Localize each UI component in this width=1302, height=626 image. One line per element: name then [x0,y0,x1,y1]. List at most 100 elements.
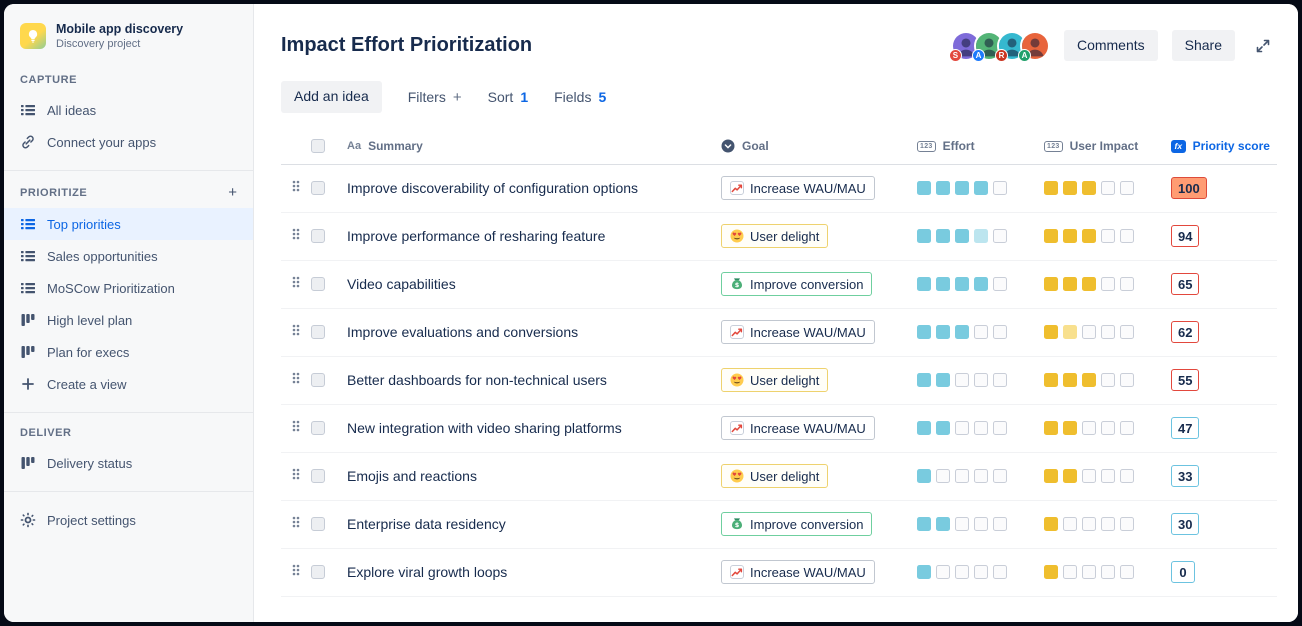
table-row[interactable]: Improve discoverability of configuration… [281,165,1277,213]
effort-rating[interactable] [917,181,1007,196]
table-row[interactable]: Improve performance of resharing feature… [281,213,1277,261]
comments-button[interactable]: Comments [1063,30,1158,62]
drag-handle-icon[interactable] [291,322,301,343]
table-row[interactable]: Video capabilities $ Improve conversion 65 [281,261,1277,309]
priority-score[interactable]: 33 [1171,465,1200,488]
sort-button[interactable]: Sort 1 [488,89,528,105]
filters-button[interactable]: Filters + [408,89,462,106]
user-impact-rating[interactable] [1044,229,1134,244]
effort-rating[interactable] [917,277,1007,292]
row-checkbox[interactable] [311,421,325,436]
drag-handle-icon[interactable] [291,370,301,391]
user-impact-rating[interactable] [1044,373,1134,388]
priority-score[interactable]: 0 [1171,561,1195,584]
column-header-summary[interactable]: Aa Summary [347,139,721,153]
goal-chip[interactable]: Increase WAU/MAU [721,560,875,585]
row-checkbox[interactable] [311,373,325,388]
table-row[interactable]: New integration with video sharing platf… [281,405,1277,453]
user-impact-rating[interactable] [1044,517,1134,532]
idea-summary[interactable]: Explore viral growth loops [347,564,508,581]
goal-chip[interactable]: Increase WAU/MAU [721,320,875,345]
effort-rating[interactable] [917,469,1007,484]
drag-handle-icon[interactable] [291,418,301,439]
idea-summary[interactable]: Video capabilities [347,276,456,293]
user-impact-rating[interactable] [1044,421,1134,436]
goal-chip[interactable]: $ Improve conversion [721,512,873,537]
column-header-goal[interactable]: Goal [721,139,917,153]
user-impact-rating[interactable] [1044,469,1134,484]
sidebar-item-create-a-view[interactable]: Create a view [4,368,253,400]
rating-square [974,469,988,484]
row-checkbox[interactable] [311,325,325,340]
priority-score[interactable]: 100 [1171,177,1207,200]
row-checkbox[interactable] [311,517,325,532]
priority-score[interactable]: 62 [1171,321,1200,344]
effort-rating[interactable] [917,517,1007,532]
table-row[interactable]: Improve evaluations and conversions Incre… [281,309,1277,357]
expand-icon[interactable] [1249,32,1277,60]
idea-summary[interactable]: Improve evaluations and conversions [347,324,579,341]
goal-chip[interactable]: Increase WAU/MAU [721,416,875,441]
sidebar-item-moscow-prioritization[interactable]: MoSCow Prioritization [4,272,253,304]
fields-button[interactable]: Fields 5 [554,89,606,105]
goal-chip[interactable]: User delight [721,464,829,489]
sidebar-item-sales-opportunities[interactable]: Sales opportunities [4,240,253,272]
idea-summary[interactable]: New integration with video sharing platf… [347,420,622,437]
row-checkbox[interactable] [311,565,325,580]
column-header-effort[interactable]: 123 Effort [917,139,1044,153]
priority-score[interactable]: 65 [1171,273,1200,296]
row-checkbox[interactable] [311,277,325,292]
table-row[interactable]: Explore viral growth loops Increase WAU/M… [281,549,1277,597]
idea-summary[interactable]: Better dashboards for non-technical user… [347,372,607,389]
add-idea-button[interactable]: Add an idea [281,81,382,113]
priority-score[interactable]: 94 [1171,225,1200,248]
drag-handle-icon[interactable] [291,466,301,487]
drag-handle-icon[interactable] [291,514,301,535]
idea-summary[interactable]: Enterprise data residency [347,516,506,533]
sidebar-item-all-ideas[interactable]: All ideas [4,94,253,126]
avatar[interactable]: A [1017,30,1050,62]
sidebar-item-delivery-status[interactable]: Delivery status [4,447,253,479]
project-header[interactable]: Mobile app discovery Discovery project [4,20,253,60]
goal-chip[interactable]: $ Improve conversion [721,272,873,297]
priority-score[interactable]: 55 [1171,369,1200,392]
row-checkbox[interactable] [311,229,325,244]
column-header-priority-score[interactable]: fx Priority score [1171,139,1277,153]
priority-score[interactable]: 30 [1171,513,1200,536]
effort-rating[interactable] [917,565,1007,580]
table-row[interactable]: Better dashboards for non-technical user… [281,357,1277,405]
user-impact-rating[interactable] [1044,325,1134,340]
drag-handle-icon[interactable] [291,226,301,247]
sidebar-item-project-settings[interactable]: Project settings [4,504,253,536]
goal-chip[interactable]: Increase WAU/MAU [721,176,875,201]
drag-handle-icon[interactable] [291,562,301,583]
share-button[interactable]: Share [1171,30,1235,62]
table-row[interactable]: Enterprise data residency $ Improve conver… [281,501,1277,549]
user-impact-rating[interactable] [1044,181,1134,196]
drag-handle-icon[interactable] [291,274,301,295]
add-view-icon[interactable]: + [228,184,237,201]
drag-handle-icon[interactable] [291,178,301,199]
idea-summary[interactable]: Emojis and reactions [347,468,477,485]
effort-rating[interactable] [917,373,1007,388]
row-checkbox[interactable] [311,181,325,196]
effort-rating[interactable] [917,229,1007,244]
user-impact-rating[interactable] [1044,565,1134,580]
select-all-checkbox[interactable] [311,139,325,154]
row-checkbox[interactable] [311,469,325,484]
effort-rating[interactable] [917,325,1007,340]
idea-summary[interactable]: Improve discoverability of configuration… [347,180,639,197]
table-row[interactable]: Emojis and reactions User delight 33 [281,453,1277,501]
goal-chip[interactable]: User delight [721,224,829,249]
effort-rating[interactable] [917,421,1007,436]
user-impact-rating[interactable] [1044,277,1134,292]
priority-score[interactable]: 47 [1171,417,1200,440]
goal-chip[interactable]: User delight [721,368,829,393]
sidebar-item-connect-your-apps[interactable]: Connect your apps [4,126,253,158]
sidebar-item-high-level-plan[interactable]: High level plan [4,304,253,336]
column-header-user-impact[interactable]: 123 User Impact [1044,139,1171,153]
idea-summary[interactable]: Improve performance of resharing feature [347,228,606,245]
sidebar-item-top-priorities[interactable]: Top priorities [4,208,253,240]
sidebar-item-plan-for-execs[interactable]: Plan for execs [4,336,253,368]
